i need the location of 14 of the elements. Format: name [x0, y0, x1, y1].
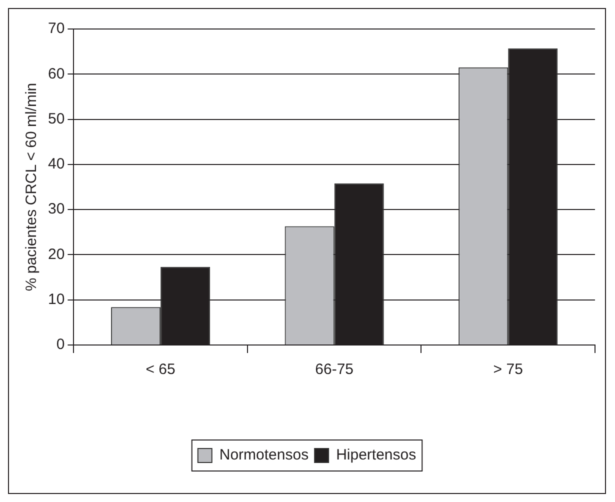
y-tick-label: 30: [48, 200, 65, 218]
legend-label: Hipertensos: [336, 446, 416, 464]
y-tick-label: 50: [48, 110, 65, 128]
y-axis-title: % pacientes CRCL < 60 ml/min: [23, 82, 40, 292]
y-tick-label: 40: [48, 156, 65, 173]
y-tick-label: 10: [48, 291, 65, 308]
y-tick-label: 60: [48, 65, 65, 82]
x-tick-label: < 65: [146, 361, 176, 378]
x-tick-label: 66-75: [315, 361, 354, 378]
x-tick-label: > 75: [493, 361, 523, 378]
y-tick-label: 20: [48, 246, 65, 263]
y-tick-label: 70: [48, 20, 65, 38]
legend-label: Normotensos: [219, 446, 309, 464]
y-tick-label: 0: [56, 336, 65, 354]
